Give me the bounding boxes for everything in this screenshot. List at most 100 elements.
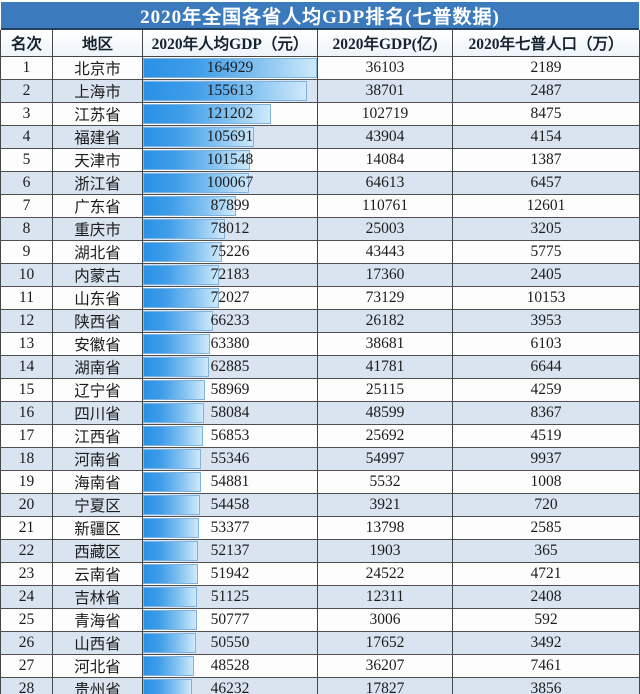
region-cell: 四川省 [53,402,143,424]
gdp-data-bar [143,196,236,216]
region-cell: 内蒙古 [53,264,143,286]
per-capita-gdp-cell: 66233 [143,310,318,332]
per-capita-gdp-cell: 75226 [143,241,318,263]
table-row: 1 北京市 164929 36103 2189 [0,57,640,80]
col-header-region: 地区 [53,30,143,56]
per-capita-gdp-cell: 54881 [143,471,318,493]
per-capita-gdp-value: 72027 [210,289,250,306]
gdp-data-bar [143,150,251,170]
region-cell: 辽宁省 [53,379,143,401]
per-capita-gdp-value: 50550 [210,634,250,651]
gdp-data-bar [143,564,198,584]
per-capita-gdp-value: 164929 [206,59,254,76]
region-cell: 湖北省 [53,241,143,263]
gdp-data-bar [143,403,205,423]
gdp-data-bar [143,495,201,515]
rank-cell: 3 [0,103,53,125]
col-header-population: 2020年七普人口（万） [453,30,640,56]
table-row: 22 西藏区 52137 1903 365 [0,540,640,563]
region-cell: 吉林省 [53,586,143,608]
population-cell: 7461 [453,655,640,677]
gdp-data-bar [143,81,308,101]
population-cell: 4154 [453,126,640,148]
gdp-cell: 17652 [318,632,453,654]
rank-cell: 18 [0,448,53,470]
rank-cell: 21 [0,517,53,539]
per-capita-gdp-value: 72183 [210,266,250,283]
rank-cell: 4 [0,126,53,148]
rank-cell: 1 [0,57,53,79]
gdp-data-bar [143,679,192,694]
per-capita-gdp-value: 53377 [210,519,250,536]
per-capita-gdp-value: 58969 [210,381,250,398]
table-row: 14 湖南省 62885 41781 6644 [0,356,640,379]
rank-cell: 5 [0,149,53,171]
per-capita-gdp-cell: 62885 [143,356,318,378]
rank-cell: 25 [0,609,53,631]
per-capita-gdp-cell: 52137 [143,540,318,562]
rank-cell: 20 [0,494,53,516]
per-capita-gdp-value: 48528 [210,657,250,674]
per-capita-gdp-cell: 50777 [143,609,318,631]
region-cell: 云南省 [53,563,143,585]
gdp-cell: 41781 [318,356,453,378]
population-cell: 8367 [453,402,640,424]
rank-cell: 9 [0,241,53,263]
population-cell: 2487 [453,80,640,102]
per-capita-gdp-value: 46232 [210,680,250,694]
gdp-cell: 25115 [318,379,453,401]
population-cell: 5775 [453,241,640,263]
per-capita-gdp-value: 66233 [210,312,250,329]
per-capita-gdp-cell: 87899 [143,195,318,217]
per-capita-gdp-cell: 46232 [143,678,318,694]
gdp-data-bar [143,104,271,124]
population-cell: 8475 [453,103,640,125]
per-capita-gdp-cell: 100067 [143,172,318,194]
rank-cell: 17 [0,425,53,447]
region-cell: 海南省 [53,471,143,493]
population-cell: 3953 [453,310,640,332]
per-capita-gdp-cell: 121202 [143,103,318,125]
table-row: 11 山东省 72027 73129 10153 [0,287,640,310]
table-row: 28 贵州省 46232 17827 3856 [0,678,640,694]
region-cell: 宁夏区 [53,494,143,516]
gdp-cell: 1903 [318,540,453,562]
per-capita-gdp-cell: 58084 [143,402,318,424]
table-row: 8 重庆市 78012 25003 3205 [0,218,640,241]
region-cell: 福建省 [53,126,143,148]
col-header-gdp: 2020年GDP(亿) [318,30,453,56]
rank-cell: 16 [0,402,53,424]
population-cell: 3205 [453,218,640,240]
region-cell: 江西省 [53,425,143,447]
gdp-cell: 14084 [318,149,453,171]
region-cell: 广东省 [53,195,143,217]
per-capita-gdp-value: 50777 [210,611,250,628]
region-cell: 陕西省 [53,310,143,332]
region-cell: 河南省 [53,448,143,470]
per-capita-gdp-value: 121202 [206,105,254,122]
per-capita-gdp-cell: 72183 [143,264,318,286]
table-row: 18 河南省 55346 54997 9937 [0,448,640,471]
gdp-cell: 25692 [318,425,453,447]
table-row: 17 江西省 56853 25692 4519 [0,425,640,448]
rank-cell: 19 [0,471,53,493]
col-header-rank: 名次 [0,30,53,56]
gdp-cell: 3921 [318,494,453,516]
rank-cell: 14 [0,356,53,378]
table-row: 25 青海省 50777 3006 592 [0,609,640,632]
rank-cell: 26 [0,632,53,654]
per-capita-gdp-value: 55346 [210,450,250,467]
col-header-per-capita-gdp: 2020年人均GDP（元） [143,30,318,56]
gdp-data-bar [143,334,210,354]
population-cell: 592 [453,609,640,631]
per-capita-gdp-value: 75226 [210,243,250,260]
population-cell: 4721 [453,563,640,585]
population-cell: 1008 [453,471,640,493]
per-capita-gdp-cell: 105691 [143,126,318,148]
rank-cell: 8 [0,218,53,240]
per-capita-gdp-value: 63380 [210,335,250,352]
population-cell: 720 [453,494,640,516]
region-cell: 青海省 [53,609,143,631]
gdp-cell: 3006 [318,609,453,631]
